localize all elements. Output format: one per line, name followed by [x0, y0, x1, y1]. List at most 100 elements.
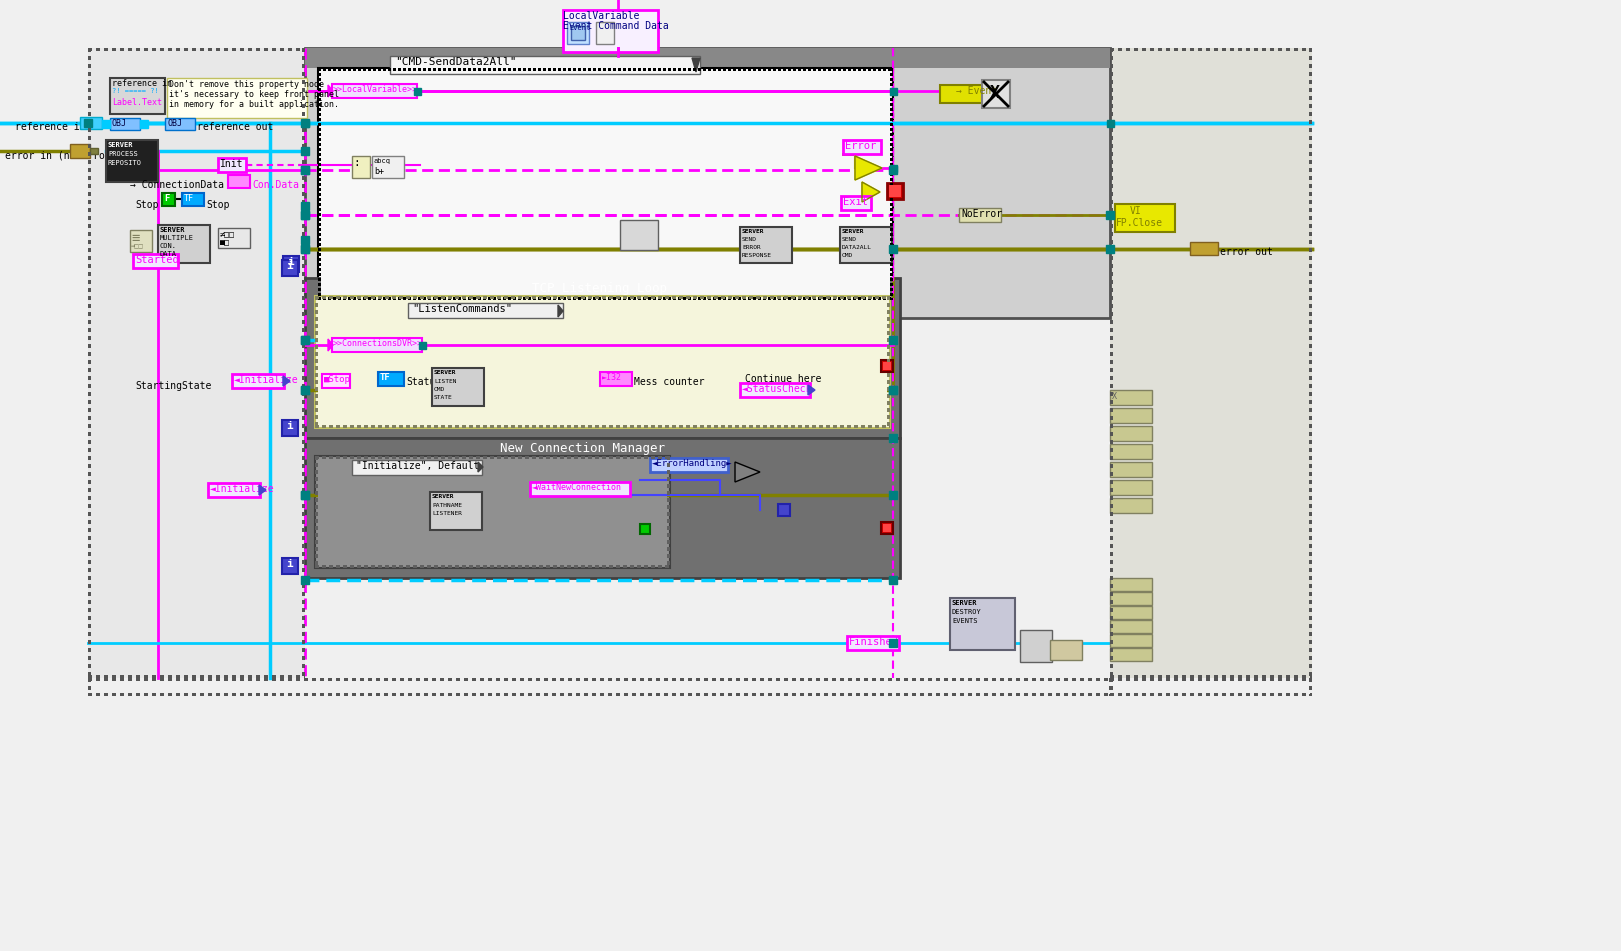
Bar — [323, 296, 326, 299]
Bar — [302, 336, 310, 344]
Bar — [776, 425, 780, 428]
Bar — [890, 173, 893, 176]
Bar — [887, 303, 890, 306]
Text: error in (no error): error in (no error) — [5, 150, 117, 160]
Bar — [770, 296, 773, 299]
Bar — [1238, 678, 1242, 681]
Bar — [493, 68, 496, 71]
Bar — [637, 296, 640, 299]
Bar — [1206, 678, 1209, 681]
Bar — [507, 68, 511, 71]
Bar — [318, 68, 321, 71]
Bar — [700, 425, 704, 428]
Bar — [616, 296, 619, 299]
Bar — [96, 675, 101, 678]
Bar — [631, 425, 634, 428]
Bar — [318, 138, 321, 141]
Bar — [88, 576, 91, 580]
Bar — [297, 693, 300, 696]
Bar — [1110, 464, 1114, 468]
Bar — [302, 672, 305, 676]
Bar — [673, 425, 676, 428]
Bar — [1310, 328, 1311, 332]
Bar — [302, 624, 305, 628]
Bar — [666, 526, 669, 530]
Text: abcq: abcq — [374, 158, 391, 164]
Bar — [327, 693, 332, 696]
Bar — [462, 456, 465, 459]
Bar — [1310, 64, 1311, 68]
Bar — [682, 68, 686, 71]
Bar — [88, 675, 92, 678]
Polygon shape — [284, 376, 290, 386]
Bar — [433, 368, 485, 406]
Bar — [616, 565, 619, 568]
Bar — [1135, 693, 1138, 696]
Bar — [199, 693, 204, 696]
Text: Event: Event — [569, 25, 590, 31]
Bar — [976, 678, 981, 681]
Bar — [191, 678, 196, 681]
Bar — [890, 143, 893, 146]
Bar — [663, 297, 666, 300]
Bar — [567, 296, 571, 299]
Bar — [1049, 678, 1052, 681]
Polygon shape — [259, 485, 266, 495]
Bar — [1310, 544, 1311, 548]
Bar — [498, 68, 501, 71]
Bar — [371, 456, 374, 459]
Bar — [88, 456, 91, 460]
Bar — [875, 296, 879, 299]
Bar — [378, 456, 381, 459]
Bar — [314, 359, 318, 362]
Bar — [567, 22, 588, 44]
Bar — [302, 400, 305, 404]
Bar — [1255, 48, 1258, 51]
Bar — [302, 536, 305, 540]
Bar — [473, 297, 475, 300]
Bar — [631, 565, 634, 568]
Bar — [1310, 640, 1311, 644]
Bar — [413, 68, 415, 71]
Bar — [749, 296, 752, 299]
Bar — [704, 68, 705, 71]
Bar — [1310, 678, 1311, 682]
Bar — [232, 678, 237, 681]
Bar — [1310, 664, 1311, 668]
Bar — [144, 675, 148, 678]
Bar — [1310, 694, 1311, 696]
Bar — [1310, 152, 1311, 156]
Bar — [1110, 678, 1114, 682]
Bar — [185, 678, 188, 681]
Bar — [378, 372, 404, 386]
Bar — [504, 456, 507, 459]
Bar — [433, 693, 436, 696]
Bar — [302, 491, 310, 499]
Bar — [344, 297, 345, 300]
Bar — [88, 176, 91, 180]
Bar — [496, 678, 499, 681]
Bar — [588, 68, 590, 71]
Bar — [1110, 136, 1114, 140]
Bar — [537, 693, 540, 696]
Text: >>ConnectionsDVR>>: >>ConnectionsDVR>> — [332, 339, 423, 348]
Bar — [736, 678, 741, 681]
Bar — [1110, 368, 1114, 372]
Bar — [1198, 675, 1203, 678]
Bar — [418, 68, 420, 71]
Bar — [644, 297, 645, 300]
Bar — [793, 678, 796, 681]
Bar — [864, 678, 867, 681]
Bar — [1230, 678, 1234, 681]
Bar — [363, 68, 365, 71]
Bar — [890, 103, 893, 106]
Bar — [314, 540, 318, 544]
Bar — [464, 297, 465, 300]
Bar — [256, 675, 259, 678]
Bar — [968, 678, 973, 681]
Bar — [545, 693, 548, 696]
Bar — [352, 678, 357, 681]
Bar — [728, 296, 731, 299]
Bar — [378, 425, 381, 428]
Bar — [136, 693, 139, 696]
